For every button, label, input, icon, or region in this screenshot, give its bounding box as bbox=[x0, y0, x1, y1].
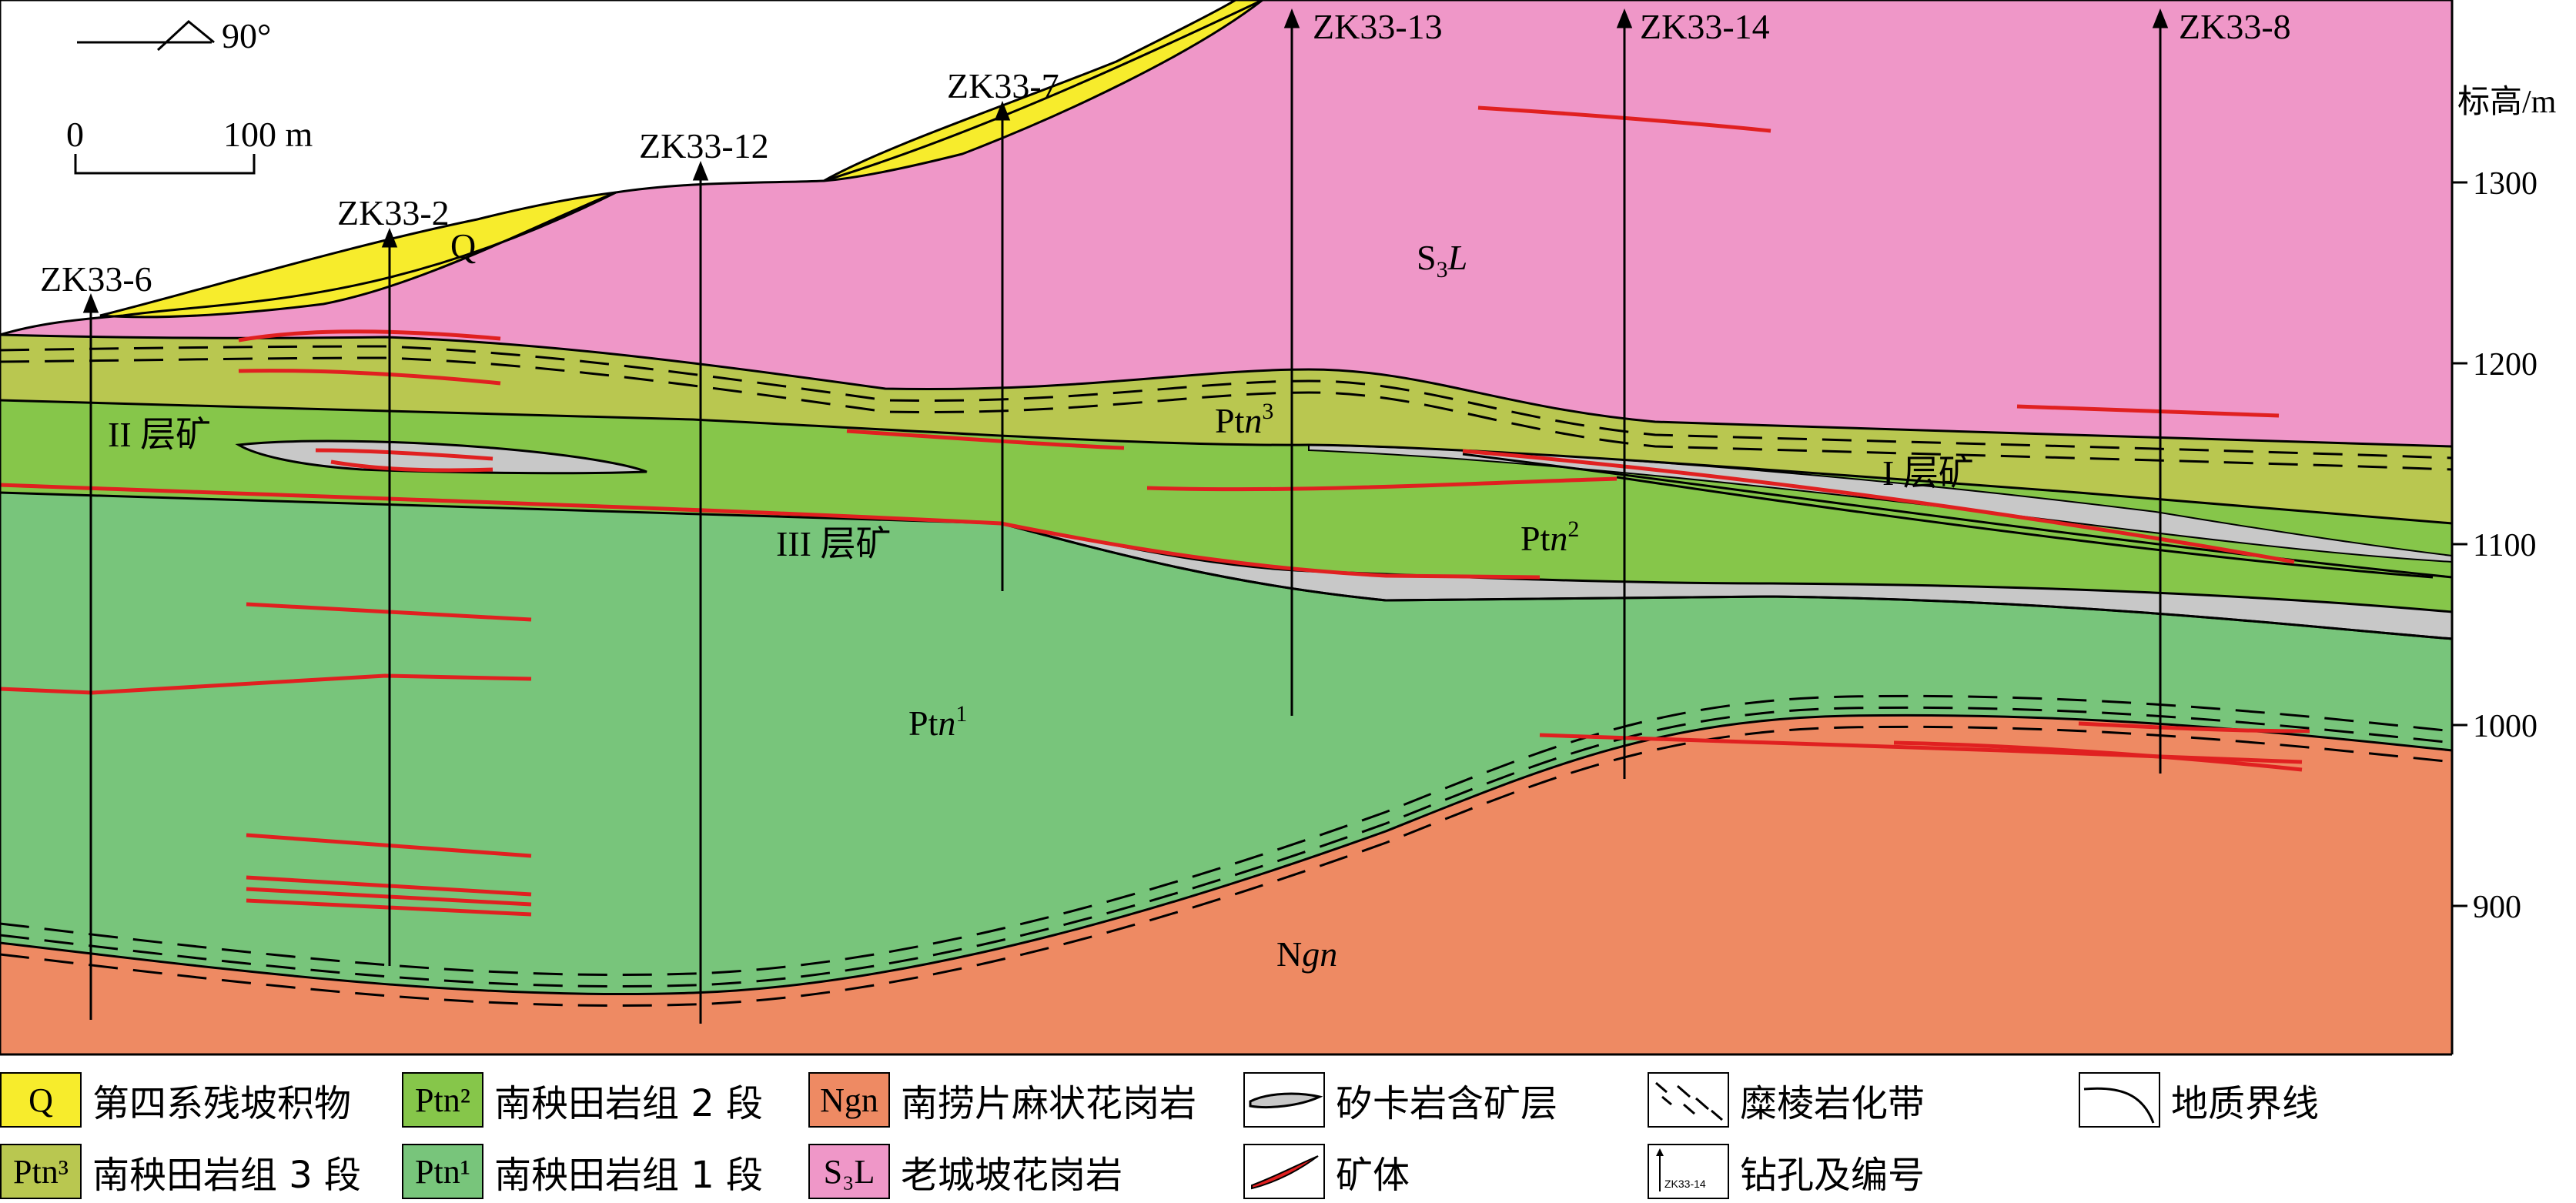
unit-ptn2-area bbox=[0, 400, 2452, 639]
legend-item-ptn1: Ptn¹ 南秧田岩组 1 段 bbox=[402, 1141, 763, 1201]
legend-item-ptn3: Ptn³ 南秧田岩组 3 段 bbox=[0, 1141, 361, 1201]
legend-swatch-drillhole: ZK33-14 bbox=[1648, 1144, 1729, 1199]
legend-label-s3l: 老城坡花岗岩 bbox=[901, 1154, 1123, 1197]
legend-item-orebody: 矿体 bbox=[1243, 1141, 1410, 1201]
drillhole-label-zk33-13: ZK33-13 bbox=[1313, 7, 1443, 46]
legend-item-q: Q 第四系残坡积物 bbox=[0, 1070, 351, 1130]
elevation-tick-1200: 1200 bbox=[2473, 347, 2538, 383]
legend-item-s3l: S₃L 老城坡花岗岩 bbox=[808, 1141, 1122, 1201]
unit-label-ngn: Ngn bbox=[1276, 934, 1337, 974]
ore-layer-label-iii: III 层矿 bbox=[776, 524, 891, 563]
orientation-symbol bbox=[77, 20, 215, 52]
legend-swatch-ngn: Ngn bbox=[808, 1072, 890, 1128]
elevation-tick-900: 900 bbox=[2473, 890, 2521, 925]
legend: Q 第四系残坡积物 Ptn² 南秧田岩组 2 段 Ngn 南捞片麻状花岗岩 矽卡… bbox=[0, 1066, 2576, 1203]
legend-item-ptn2: Ptn² 南秧田岩组 2 段 bbox=[402, 1070, 763, 1130]
legend-swatch-ptn1: Ptn¹ bbox=[402, 1144, 483, 1199]
elevation-axis bbox=[0, 0, 2467, 1056]
mylonite-zones bbox=[0, 345, 2453, 1008]
legend-swatch-q: Q bbox=[0, 1072, 82, 1128]
elevation-tick-1000: 1000 bbox=[2473, 709, 2538, 744]
legend-label-q: 第四系残坡积物 bbox=[92, 1082, 352, 1125]
ore-bodies bbox=[0, 105, 2310, 917]
ore-layer-label-i: I 层矿 bbox=[1882, 453, 1974, 493]
drillhole-label-zk33-2: ZK33-2 bbox=[337, 193, 450, 232]
legend-item-ngn: Ngn 南捞片麻状花岗岩 bbox=[808, 1070, 1196, 1130]
legend-label-orebody: 矿体 bbox=[1336, 1154, 1410, 1197]
elevation-axis-title: 标高/m bbox=[2457, 85, 2557, 120]
legend-item-mylonite: 糜棱岩化带 bbox=[1648, 1070, 1925, 1130]
legend-swatch-s3l: S₃L bbox=[808, 1144, 890, 1199]
unit-q-area-2 bbox=[823, 0, 1265, 182]
legend-label-mylonite: 糜棱岩化带 bbox=[1740, 1082, 1925, 1125]
legend-swatch-ptn2: Ptn² bbox=[402, 1072, 483, 1128]
unit-ptn3-area bbox=[0, 335, 2452, 523]
legend-swatch-skarn bbox=[1243, 1072, 1325, 1128]
unit-s3l-area bbox=[0, 0, 2452, 446]
unit-label-s3l: S3L bbox=[1417, 238, 1467, 282]
geological-cross-section: ZK33-6 ZK33-2 ZK33-12 ZK33-7 ZK33-13 ZK3… bbox=[0, 0, 2557, 1056]
orientation-label: 90° bbox=[222, 16, 271, 55]
legend-item-drillhole: ZK33-14 钻孔及编号 bbox=[1648, 1141, 1925, 1201]
unit-label-ptn3: Ptn3 bbox=[1215, 399, 1273, 440]
legend-label-ptn2: 南秧田岩组 2 段 bbox=[494, 1082, 764, 1125]
drillhole-label-zk33-8: ZK33-8 bbox=[2179, 7, 2291, 46]
legend-label-skarn: 矽卡岩含矿层 bbox=[1336, 1082, 1558, 1125]
elevation-tick-1100: 1100 bbox=[2473, 528, 2536, 563]
ore-layer-label-ii: II 层矿 bbox=[108, 415, 211, 454]
legend-swatch-orebody bbox=[1243, 1144, 1325, 1199]
legend-label-drillhole: 钻孔及编号 bbox=[1740, 1154, 1925, 1197]
legend-swatch-boundary bbox=[2079, 1072, 2160, 1128]
drillhole-label-zk33-12: ZK33-12 bbox=[639, 126, 769, 165]
legend-swatch-mylonite bbox=[1648, 1072, 1729, 1128]
unit-label-ptn2: Ptn2 bbox=[1521, 516, 1579, 558]
unit-label-q: Q bbox=[450, 226, 476, 266]
drillhole-label-zk33-14: ZK33-14 bbox=[1640, 7, 1770, 46]
legend-label-ptn1: 南秧田岩组 1 段 bbox=[494, 1154, 764, 1197]
legend-item-boundary: 地质界线 bbox=[2079, 1070, 2319, 1130]
legend-label-ngn: 南捞片麻状花岗岩 bbox=[901, 1082, 1197, 1125]
unit-label-ptn1: Ptn1 bbox=[908, 701, 967, 743]
drillhole-label-zk33-7: ZK33-7 bbox=[947, 66, 1059, 105]
scale-bar bbox=[74, 154, 256, 175]
scale-start-label: 0 bbox=[66, 115, 84, 154]
unit-ngn-area bbox=[0, 715, 2452, 1054]
legend-label-ptn3: 南秧田岩组 3 段 bbox=[92, 1154, 362, 1197]
legend-item-skarn: 矽卡岩含矿层 bbox=[1243, 1070, 1557, 1130]
legend-swatch-ptn3: Ptn³ bbox=[0, 1144, 82, 1199]
geological-boundaries bbox=[0, 0, 2453, 996]
scale-end-label: 100 m bbox=[223, 115, 313, 154]
drillhole-lines bbox=[82, 8, 2169, 1024]
legend-label-boundary: 地质界线 bbox=[2171, 1082, 2320, 1125]
unit-ptn1-area bbox=[0, 493, 2452, 994]
drillhole-label-zk33-6: ZK33-6 bbox=[40, 259, 152, 299]
elevation-tick-1300: 1300 bbox=[2473, 166, 2538, 202]
legend-drillhole-sample-label: ZK33-14 bbox=[1664, 1178, 1706, 1190]
